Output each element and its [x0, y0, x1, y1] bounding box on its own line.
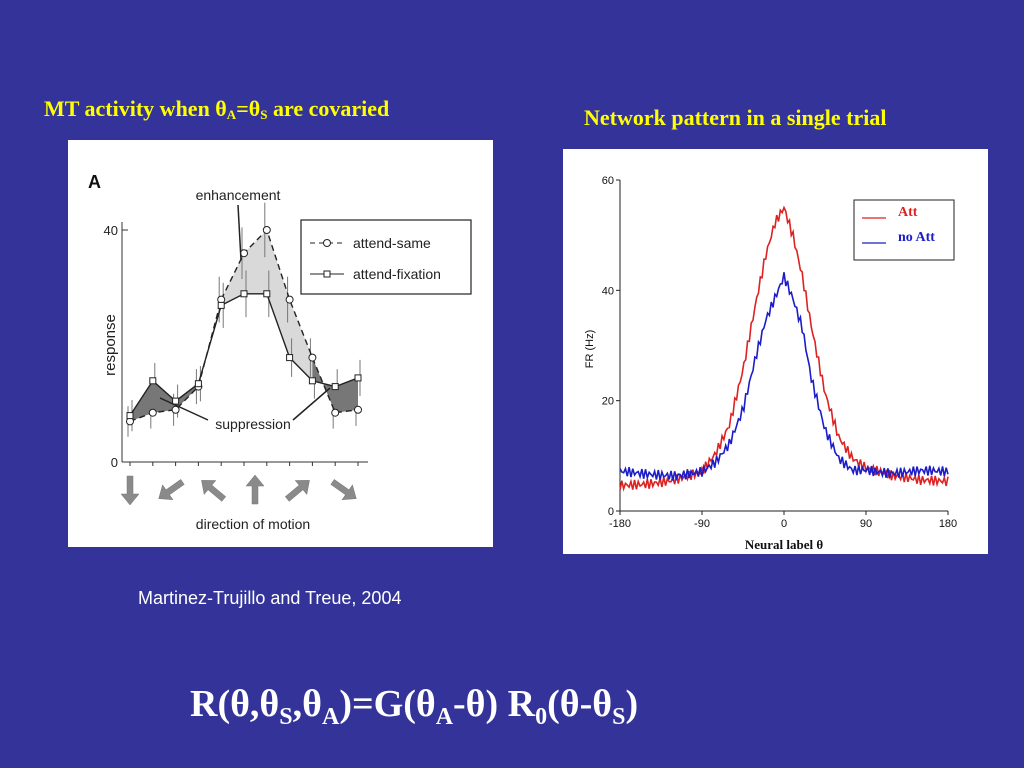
- attend-fixation-point: [126, 412, 134, 420]
- left-figure-title: MT activity when θA=θS are covaried: [44, 96, 389, 123]
- attend-fixation-point: [354, 374, 362, 382]
- network-pattern-chart: -180 -90 0 90 180 0 20 40 60 FR (Hz) Neural label …: [584, 175, 957, 552]
- attend-fixation-point: [308, 377, 316, 385]
- eq-part-2: ,θ: [292, 683, 322, 725]
- attend-same-point: [331, 408, 340, 417]
- direction-arrow-down-left: [158, 479, 185, 500]
- suppression-region-left: [130, 380, 199, 422]
- attend-same-point: [171, 405, 180, 414]
- y-axis-label: response: [102, 314, 119, 376]
- panel-label: A: [88, 172, 101, 192]
- y-tick-label: 0: [608, 506, 614, 518]
- suppression-pointer-left: [159, 397, 209, 421]
- right-figure-title: Network pattern in a single trial: [584, 105, 887, 130]
- citation: Martinez-Trujillo and Treue, 2004: [138, 588, 402, 608]
- eq-part-6: ): [625, 683, 639, 725]
- direction-arrow-down-right: [330, 479, 357, 500]
- eq-sub-1: S: [279, 704, 293, 730]
- attend-fixation-point: [286, 354, 294, 362]
- y-tick-label: 40: [602, 285, 614, 297]
- x-tick-label: 0: [781, 518, 787, 530]
- arrow-shape: [330, 479, 357, 500]
- legend-attend-same-marker: [323, 239, 331, 247]
- enhancement-pointer: [237, 204, 242, 261]
- left-title-sub-s: S: [260, 107, 268, 122]
- suppression-pointer-right: [292, 387, 331, 421]
- attend-same-point: [240, 249, 248, 258]
- arrow-shape: [120, 475, 140, 506]
- legend-label-0: Att: [898, 205, 918, 220]
- arrow-shape: [201, 480, 227, 502]
- eq-part-3: )=G(θ: [339, 683, 436, 725]
- suppression-annotation: suppression: [215, 416, 291, 432]
- x-tick-label: 180: [939, 518, 957, 530]
- y-axis-label: FR (Hz): [584, 330, 596, 369]
- eq-part-4: -θ) R: [453, 683, 536, 725]
- legend-attend-fixation-label: attend-fixation: [353, 266, 441, 282]
- attend-same-point: [285, 295, 294, 304]
- legend: attend-same attend-fixation: [300, 219, 472, 295]
- eq-sub-3: A: [435, 704, 454, 730]
- attend-fixation-point: [194, 380, 202, 388]
- y-tick-label: 20: [602, 396, 614, 408]
- eq-part-1: R(θ,θ: [190, 683, 280, 725]
- legend: Att no Att: [853, 199, 955, 261]
- attend-fixation-point: [172, 397, 180, 405]
- attend-fixation-point: [240, 290, 248, 298]
- left-title-sub-a: A: [226, 107, 237, 122]
- attend-fixation-point: [217, 301, 225, 309]
- suppression-region-right: [312, 357, 358, 413]
- x-tick-label: -180: [609, 518, 631, 530]
- legend-label-1: no Att: [898, 230, 935, 245]
- direction-arrow-up-left: [201, 480, 227, 502]
- series-line-att: [619, 205, 949, 492]
- attend-fixation-point: [331, 383, 339, 391]
- y-tick-label: 60: [602, 175, 614, 187]
- network-pattern-chart-panel: -180 -90 0 90 180 0 20 40 60 FR (Hz) Neural label …: [563, 149, 988, 554]
- left-title-prefix: MT activity when θ: [44, 96, 227, 121]
- attend-same-point: [148, 408, 157, 417]
- attend-same-point: [308, 353, 317, 362]
- equation: R(θ,θS,θA)=G(θA-θ) R0(θ-θS): [190, 682, 638, 731]
- eq-sub-4: 0: [535, 704, 548, 730]
- enhancement-annotation: enhancement: [196, 187, 281, 203]
- y-tick-label: 0: [111, 455, 118, 470]
- y-tick-label: 40: [104, 223, 118, 238]
- x-axis-label: direction of motion: [196, 516, 310, 532]
- legend-box: [853, 199, 955, 261]
- attend-same-point: [262, 226, 271, 234]
- direction-arrow-up: [245, 474, 265, 505]
- legend-attend-same-label: attend-same: [353, 235, 431, 251]
- left-title-mid: =θ: [236, 96, 261, 121]
- legend-box: [300, 219, 472, 295]
- x-axis-label: Neural label θ: [745, 537, 823, 552]
- legend-attend-fixation-marker: [323, 270, 331, 278]
- eq-sub-5: S: [612, 704, 626, 730]
- arrow-shape: [284, 480, 310, 502]
- series-line-no-att: [619, 272, 949, 482]
- arrow-shape: [245, 474, 265, 505]
- attend-fixation-point: [263, 290, 271, 298]
- eq-sub-2: A: [321, 704, 340, 730]
- direction-arrow-down: [120, 475, 140, 506]
- attend-same-point: [354, 405, 362, 414]
- enhancement-region: [198, 230, 313, 387]
- left-title-suffix: are covaried: [267, 96, 390, 121]
- x-tick-label: 90: [860, 518, 872, 530]
- x-tick-label: -90: [694, 518, 710, 530]
- eq-part-5: (θ-θ: [547, 683, 613, 725]
- attend-fixation-point: [149, 377, 157, 385]
- direction-arrow-up-right: [284, 480, 310, 502]
- arrow-shape: [158, 479, 185, 500]
